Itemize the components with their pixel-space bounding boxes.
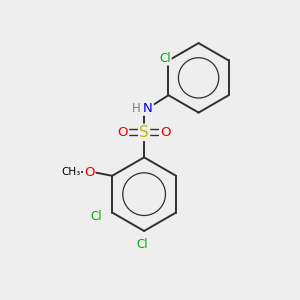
Text: N: N <box>143 102 153 115</box>
Text: S: S <box>139 125 149 140</box>
Text: O: O <box>160 126 171 139</box>
Text: H: H <box>131 102 140 115</box>
Text: Cl: Cl <box>159 52 171 64</box>
Text: Cl: Cl <box>137 238 148 251</box>
Text: O: O <box>118 126 128 139</box>
Text: O: O <box>84 166 94 179</box>
Text: CH₃: CH₃ <box>61 167 81 177</box>
Text: Cl: Cl <box>90 211 102 224</box>
Text: methoxy: methoxy <box>66 172 73 173</box>
